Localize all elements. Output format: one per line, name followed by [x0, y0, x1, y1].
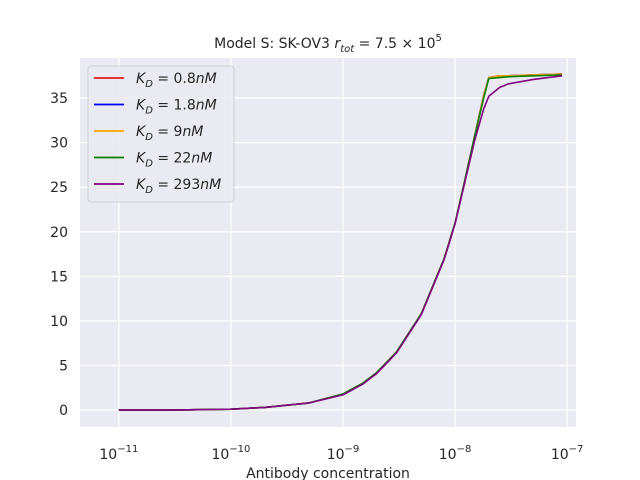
series-lines: [118, 73, 563, 411]
legend-label: KD = 293nM: [136, 177, 221, 196]
x-tick-label: 10−10: [211, 444, 250, 463]
y-tick-label: 5: [59, 359, 68, 375]
y-tick-labels: 0 5 10 15 20 25 30 35: [50, 91, 68, 419]
y-tick-label: 25: [50, 180, 68, 196]
legend-box: [87, 65, 235, 203]
y-tick-label: 15: [50, 269, 68, 285]
legend: KD = 0.8nM KD = 1.8nM KD = 9nM KD = 22nM KD …: [87, 65, 235, 203]
x-tick-label: 10−9: [327, 444, 360, 463]
legend-label: KD = 9nM: [136, 124, 203, 143]
x-axis-label: Antibody concentration: [246, 466, 410, 480]
legend-label: KD = 1.8nM: [136, 98, 217, 117]
y-tick-label: 35: [50, 91, 68, 107]
y-tick-label: 0: [59, 403, 68, 419]
grid: [80, 58, 576, 427]
x-tick-label: 10−11: [99, 444, 138, 463]
chart-title: Model S: SK-OV3 rtot = 7.5 × 105: [214, 33, 442, 55]
series-line-kd-293: [118, 75, 563, 411]
y-tick-label: 10: [50, 314, 68, 330]
x-tick-label: 10−8: [439, 444, 472, 463]
legend-label: KD = 22nM: [136, 151, 212, 170]
legend-label: KD = 0.8nM: [136, 71, 217, 90]
x-tick-labels: 10−11 10−10 10−9 10−8 10−7: [99, 444, 583, 463]
y-tick-label: 30: [50, 136, 68, 152]
y-tick-label: 20: [50, 225, 68, 241]
x-tick-label: 10−7: [551, 444, 584, 463]
